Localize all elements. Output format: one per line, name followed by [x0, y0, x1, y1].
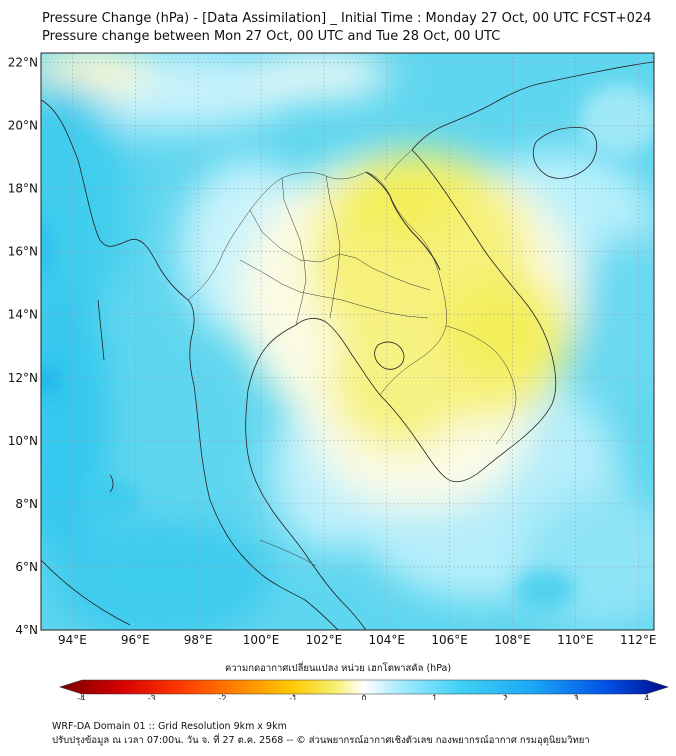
province-lines-2 — [239, 259, 429, 319]
latitude-label: 8°N — [15, 497, 38, 511]
longitude-label: 98°E — [184, 633, 213, 647]
title-line-2: Pressure change between Mon 27 Oct, 00 U… — [42, 29, 501, 44]
province-lines-1 — [249, 209, 431, 291]
colorbar-tick-label: -1 — [289, 694, 297, 700]
chart-title: Pressure Change (hPa) - [Data Assimilati… — [42, 10, 662, 46]
coast-peninsula-east — [245, 324, 367, 630]
graticule — [41, 53, 654, 630]
longitude-labels: 94°E 96°E 98°E 100°E 102°E 104°E 106°E 108°E 110… — [58, 633, 657, 647]
latitude-label: 22°N — [8, 55, 38, 69]
colorbar-bar — [59, 679, 669, 695]
colorbar-tick-label: -4 — [77, 694, 85, 700]
latitude-label: 4°N — [15, 623, 38, 637]
longitude-label: 112°E — [620, 633, 657, 647]
thailand-border — [187, 171, 447, 396]
laos-vietnam-border — [383, 149, 413, 181]
pressure-change-map: 22°N 20°N 18°N 16°N 14°N 12°N 10°N 8°N 6°N 4°N 94… — [8, 52, 669, 700]
latitude-label: 12°N — [8, 371, 38, 385]
colorbar-tick-label: 1 — [432, 694, 437, 700]
colorbar-tick-label: -2 — [219, 694, 227, 700]
footer-line-2: ปรับปรุงข้อมูล ณ เวลา 07:00น. วัน จ. ที่… — [52, 735, 590, 746]
latitude-label: 18°N — [8, 182, 38, 196]
latitude-label: 10°N — [8, 434, 38, 448]
cambodia-vietnam-border — [445, 325, 517, 445]
colorbar-tick-label: 0 — [361, 694, 366, 700]
field-blobs — [41, 53, 654, 630]
coastlines — [41, 61, 654, 630]
laos-thai-border — [365, 171, 441, 271]
colorbar-tick-label: -3 — [148, 694, 156, 700]
longitude-label: 104°E — [369, 633, 406, 647]
field-detail — [41, 85, 654, 610]
province-lines-3 — [281, 177, 307, 326]
colorbar-label: ความกดอากาศเปลี่ยนแปลง หน่วย เฮกโตพาสคัล… — [224, 663, 452, 674]
coast-bight — [295, 318, 381, 396]
latitude-label: 14°N — [8, 308, 38, 322]
longitude-label: 106°E — [431, 633, 468, 647]
map-frame — [40, 52, 655, 631]
longitude-label: 96°E — [121, 633, 150, 647]
colorbar-tick-label: 2 — [503, 694, 508, 700]
latitude-labels: 22°N 20°N 18°N 16°N 14°N 12°N 10°N 8°N 6°N 4°N — [8, 55, 38, 637]
longitude-label: 94°E — [58, 633, 87, 647]
coast-andaman — [97, 299, 105, 361]
longitude-label: 102°E — [306, 633, 343, 647]
field-layer — [41, 53, 654, 630]
footer: WRF-DA Domain 01 :: Grid Resolution 9km … — [52, 720, 590, 748]
province-lines-4 — [325, 175, 341, 319]
coast-hainan — [532, 127, 598, 179]
colorbar-ticks: -4 -3 -2 -1 0 1 2 3 4 — [77, 694, 649, 700]
colorbar: -4 -3 -2 -1 0 1 2 3 4 — [59, 679, 669, 700]
footer-line-1: WRF-DA Domain 01 :: Grid Resolution 9km … — [52, 721, 287, 732]
latitude-label: 20°N — [8, 119, 38, 133]
coast-vietnam — [379, 149, 557, 483]
coast-tonkin — [411, 61, 654, 151]
title-line-1: Pressure Change (hPa) - [Data Assimilati… — [42, 11, 652, 26]
admin-borders — [187, 149, 517, 567]
coast-malaysia-west — [223, 529, 339, 630]
coast-sumatra — [41, 559, 131, 626]
latitude-label: 16°N — [8, 245, 38, 259]
colorbar-tick-label: 3 — [574, 694, 579, 700]
coast-myanmar — [41, 99, 225, 531]
colorbar-tick-label: 4 — [644, 694, 649, 700]
longitude-label: 108°E — [494, 633, 531, 647]
latitude-label: 6°N — [15, 560, 38, 574]
coast-nicobar — [109, 474, 114, 493]
tonle-sap — [374, 341, 405, 370]
longitude-label: 110°E — [557, 633, 594, 647]
thai-malaysia-border — [259, 539, 317, 567]
longitude-label: 100°E — [243, 633, 280, 647]
